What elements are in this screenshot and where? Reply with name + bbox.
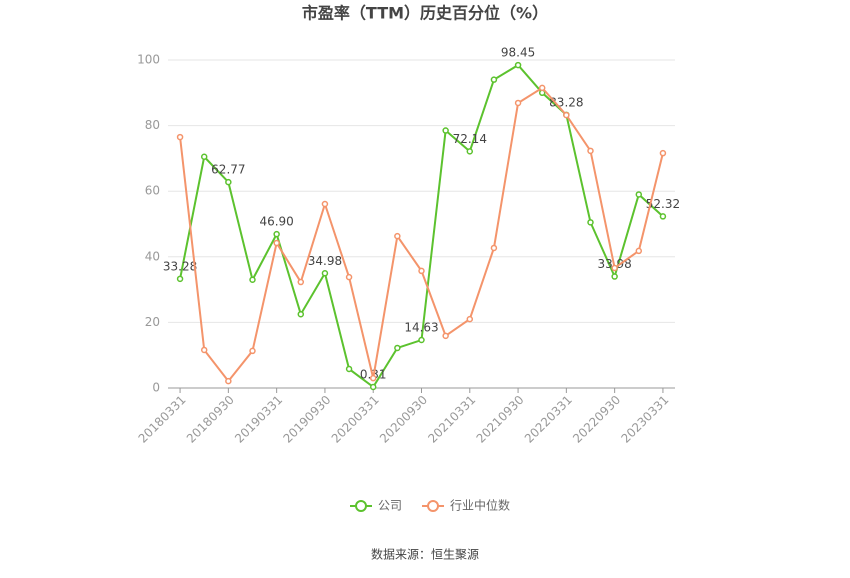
- data-label: 33.28: [163, 259, 197, 273]
- point: [514, 99, 522, 107]
- point: [225, 178, 232, 186]
- y-tick-label: 0: [152, 381, 160, 395]
- point: [418, 267, 425, 275]
- point: [442, 127, 449, 134]
- point: [466, 315, 474, 323]
- point: [611, 273, 618, 280]
- point: [563, 111, 570, 119]
- point: [369, 383, 377, 391]
- source: 数据来源：恒生聚源: [371, 547, 479, 562]
- x-tick-label: 20220331: [522, 393, 575, 446]
- x-tick-label: 20230331: [618, 393, 671, 446]
- point: [321, 200, 329, 208]
- point: [249, 347, 256, 355]
- point: [659, 213, 667, 220]
- y-tick-label: 20: [145, 315, 160, 329]
- data-label: 34.98: [308, 254, 342, 268]
- point: [200, 153, 208, 161]
- x-tick-label: 20210331: [425, 393, 478, 446]
- point: [538, 84, 546, 92]
- data-label: 72.14: [453, 132, 487, 146]
- point: [418, 336, 425, 344]
- data-label: 46.90: [259, 215, 293, 229]
- point: [587, 219, 594, 226]
- point: [442, 332, 449, 340]
- y-tick-label: 40: [145, 249, 160, 263]
- x-tick-label: 20190331: [232, 393, 285, 446]
- x-tick-label: 20200930: [377, 393, 430, 446]
- point: [345, 273, 353, 281]
- y-tick-label: 60: [145, 184, 160, 198]
- data-label: 98.45: [501, 46, 535, 60]
- chart-title: 市盈率（TTM）历史百分位（%）: [302, 4, 548, 23]
- point: [394, 344, 401, 352]
- x-tick-label: 20190930: [280, 393, 333, 446]
- point: [273, 239, 280, 247]
- point: [466, 148, 474, 155]
- point: [273, 230, 280, 238]
- point: [345, 365, 353, 373]
- point: [249, 276, 256, 284]
- point: [176, 133, 184, 141]
- point: [611, 264, 618, 272]
- point: [321, 270, 329, 277]
- legend-marker: [355, 500, 367, 512]
- data-label: 14.63: [404, 321, 438, 335]
- point: [659, 149, 667, 157]
- point: [394, 232, 401, 240]
- x-tick-label: 20180331: [136, 393, 189, 446]
- point: [514, 61, 522, 69]
- y-tick-label: 80: [145, 118, 160, 132]
- legend-label: 行业中位数: [450, 498, 510, 513]
- x-tick-label: 20210930: [474, 393, 527, 446]
- point: [200, 346, 208, 354]
- point: [176, 275, 184, 283]
- x-tick-label: 20180930: [184, 393, 237, 446]
- x-tick-label: 20200331: [329, 393, 382, 446]
- point: [490, 244, 498, 252]
- point: [297, 310, 305, 318]
- legend-marker: [427, 500, 440, 512]
- point: [297, 278, 305, 286]
- x-tick-label: 20220930: [570, 393, 623, 446]
- point: [490, 76, 498, 83]
- point: [587, 147, 594, 155]
- point: [635, 247, 643, 255]
- y-tick-label: 100: [137, 53, 160, 67]
- data-label: 62.77: [211, 163, 245, 177]
- legend-label: 公司: [378, 499, 402, 513]
- point: [225, 377, 232, 385]
- point: [635, 191, 643, 198]
- point: [369, 374, 377, 382]
- data-label: 52.32: [646, 197, 680, 211]
